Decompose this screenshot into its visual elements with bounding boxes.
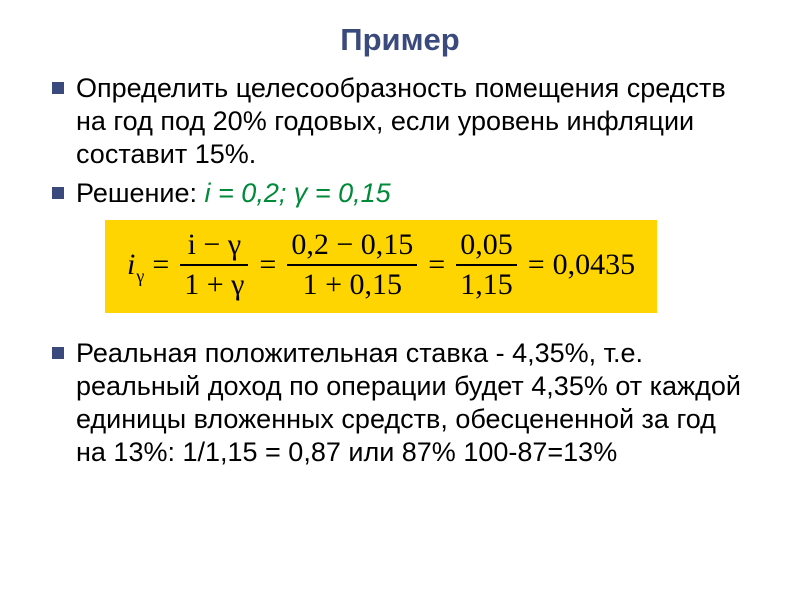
frac-bar	[287, 264, 417, 266]
bullet-text: Реальная положительная ставка - 4,35%, т…	[76, 338, 741, 467]
frac-num: 0,2 − 0,15	[287, 228, 417, 263]
slide: Пример Определить целесообразность помещ…	[0, 0, 800, 600]
formula-box: iγ = i − γ 1 + γ = 0,2 − 0,15 1 + 0,15 =…	[105, 220, 657, 313]
equals-icon: =	[528, 248, 545, 282]
bullet-solution-line: Решение: i = 0,2; γ = 0,15	[50, 177, 750, 210]
equals-icon: =	[152, 248, 169, 282]
lhs-sub: γ	[136, 266, 144, 286]
bullet-problem: Определить целесообразность помещения ср…	[50, 72, 750, 171]
bullet-text: Определить целесообразность помещения ср…	[76, 73, 726, 169]
frac-bar	[456, 264, 517, 266]
equals-icon: =	[428, 248, 445, 282]
given-values: i = 0,2; γ = 0,15	[205, 178, 391, 208]
formula-result: 0,0435	[553, 248, 636, 282]
frac-step2: 0,05 1,15	[456, 228, 517, 303]
frac-bar	[180, 264, 248, 266]
frac-symbolic: i − γ 1 + γ	[180, 228, 248, 303]
frac-den: 1 + γ	[180, 268, 248, 303]
frac-step1: 0,2 − 0,15 1 + 0,15	[287, 228, 417, 303]
slide-title: Пример	[50, 22, 750, 58]
frac-num: i − γ	[184, 228, 246, 263]
bullet-list-top: Определить целесообразность помещения ср…	[50, 72, 750, 210]
frac-den: 1 + 0,15	[299, 268, 406, 303]
formula: iγ = i − γ 1 + γ = 0,2 − 0,15 1 + 0,15 =…	[127, 228, 635, 303]
bullet-text: Решение:	[76, 178, 205, 208]
lhs-var: iγ	[127, 248, 144, 282]
equals-icon: =	[259, 248, 276, 282]
bullet-conclusion: Реальная положительная ставка - 4,35%, т…	[50, 337, 750, 469]
bullet-list-bottom: Реальная положительная ставка - 4,35%, т…	[50, 337, 750, 469]
frac-num: 0,05	[456, 228, 517, 263]
frac-den: 1,15	[456, 268, 517, 303]
lhs-i: i	[127, 248, 135, 281]
